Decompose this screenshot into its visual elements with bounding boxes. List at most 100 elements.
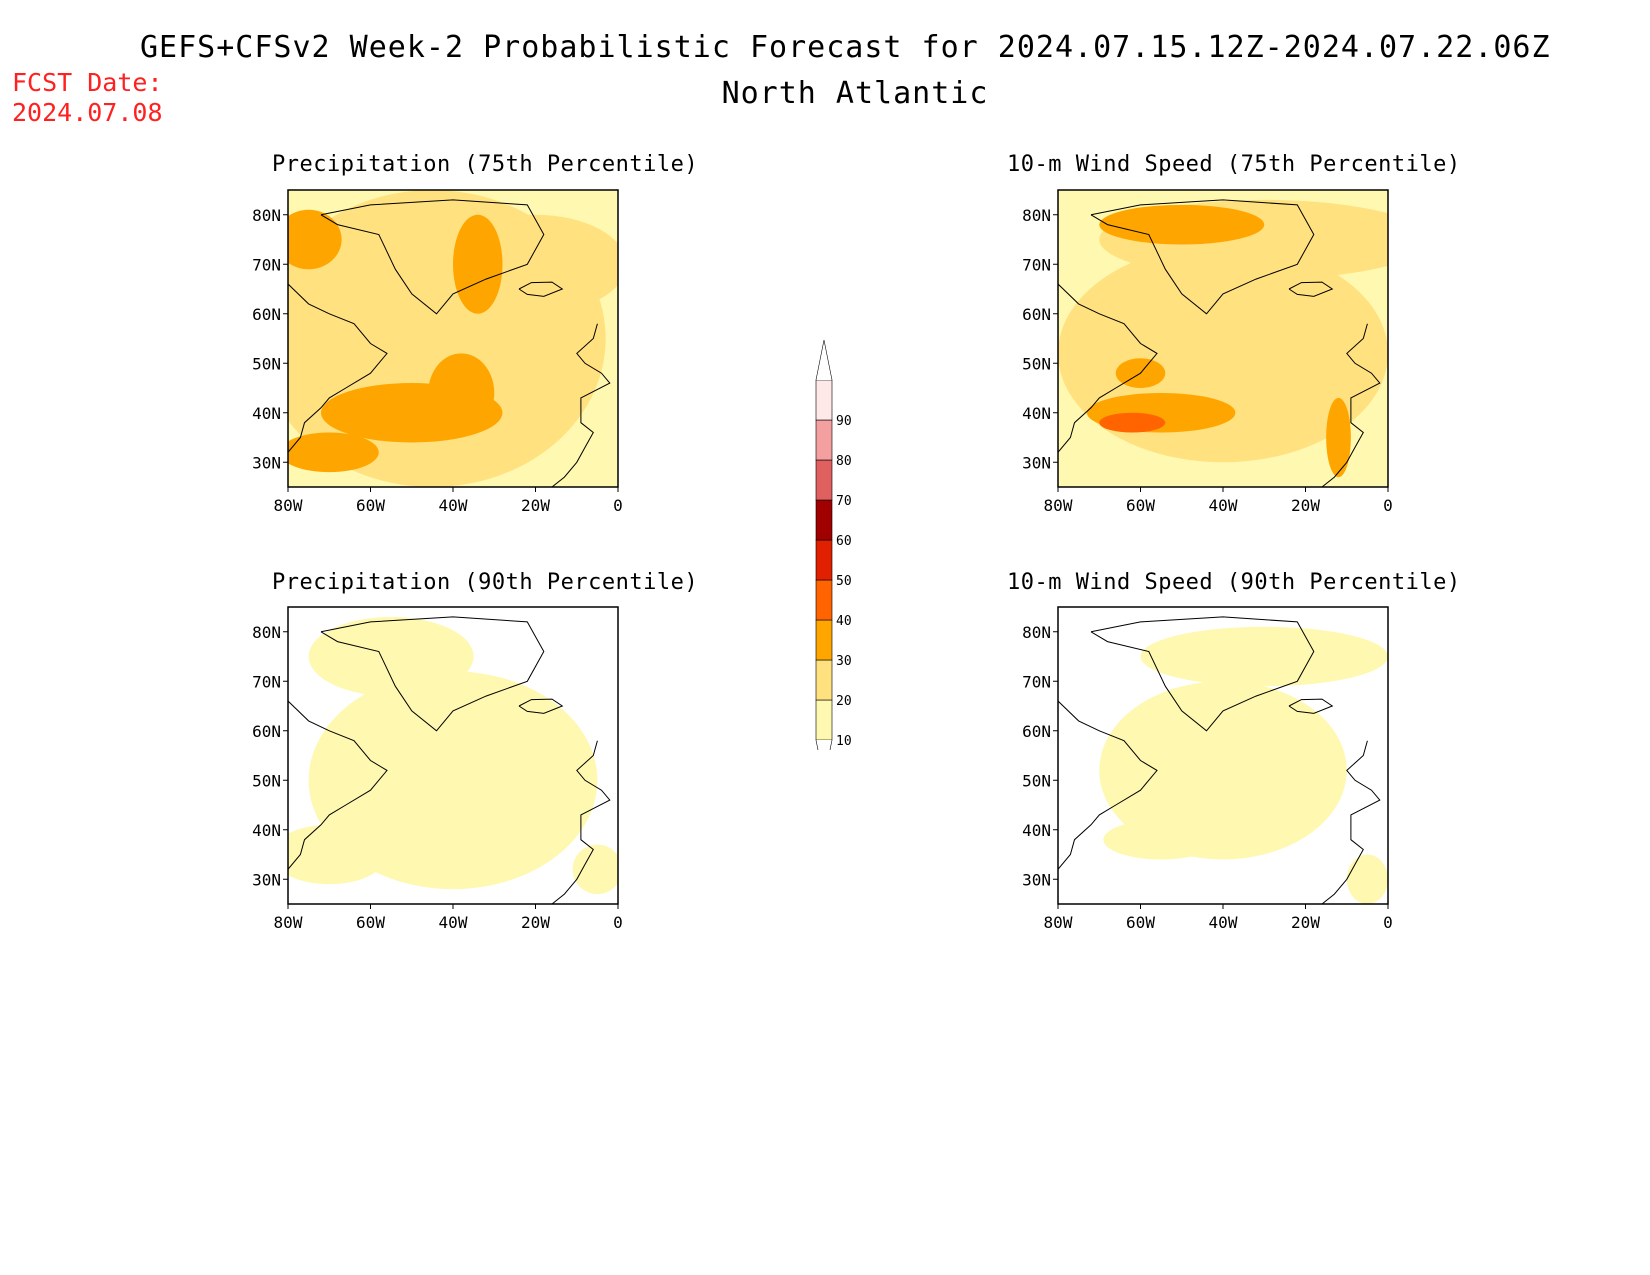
lat-tick-label: 30N bbox=[252, 870, 281, 889]
colorbar: 10 20 30 40 50 60 70 80 90 bbox=[815, 339, 852, 750]
shading-region bbox=[1140, 626, 1388, 687]
shading-region bbox=[288, 432, 379, 473]
lat-tick-label: 40N bbox=[1022, 404, 1051, 423]
lon-tick-label: 80W bbox=[274, 913, 303, 932]
shading-region bbox=[308, 671, 598, 890]
lon-tick-label: 20W bbox=[521, 913, 550, 932]
coastline bbox=[518, 698, 564, 714]
shading-region bbox=[1099, 412, 1166, 433]
lat-tick-label: 80N bbox=[252, 206, 281, 225]
lat-tick-label: 70N bbox=[252, 255, 281, 274]
lat-tick-label: 60N bbox=[1022, 305, 1051, 324]
colorbar-level-label: 50 bbox=[836, 574, 852, 589]
colorbar-swatch bbox=[815, 419, 833, 461]
lat-tick-label: 30N bbox=[1022, 453, 1051, 472]
map-wind-75: 80N 70N 60N 50N 40N 30N 80W 60W 40W 20W 0 bbox=[1022, 189, 1393, 515]
shading-region bbox=[1326, 397, 1351, 478]
coastline bbox=[320, 199, 545, 315]
colorbar-level-label: 30 bbox=[836, 654, 852, 669]
coastline bbox=[1058, 283, 1158, 455]
coastline bbox=[551, 740, 611, 904]
lon-tick-label: 40W bbox=[439, 913, 468, 932]
colorbar-level-label: 20 bbox=[836, 694, 852, 709]
coastline bbox=[1288, 698, 1334, 714]
coastline bbox=[288, 700, 388, 872]
forecast-date-label: FCST Date: bbox=[12, 68, 163, 97]
shading-layer bbox=[1058, 607, 1388, 904]
colorbar-swatch bbox=[815, 619, 833, 661]
lat-tick-label: 80N bbox=[252, 623, 281, 642]
shading-region bbox=[1103, 819, 1219, 860]
shading-region bbox=[1099, 204, 1265, 245]
panel-title-wind-90: 10-m Wind Speed (90th Percentile) bbox=[1007, 570, 1461, 595]
lon-tick-label: 40W bbox=[439, 496, 468, 515]
forecast-date-block: FCST Date: 2024.07.08 bbox=[12, 68, 163, 128]
lon-tick-label: 40W bbox=[1209, 913, 1238, 932]
lat-tick-label: 40N bbox=[1022, 821, 1051, 840]
colorbar-top-arrow bbox=[815, 339, 833, 381]
forecast-date-value: 2024.07.08 bbox=[12, 98, 163, 127]
lat-tick-label: 70N bbox=[1022, 255, 1051, 274]
map-precip-75: 80N 70N 60N 50N 40N 30N 80W 60W 40W 20W 0 bbox=[252, 189, 623, 515]
shading-region bbox=[288, 824, 387, 885]
panel-title-wind-75: 10-m Wind Speed (75th Percentile) bbox=[1007, 152, 1461, 177]
region-subtitle: North Atlantic bbox=[721, 76, 989, 111]
lat-tick-label: 50N bbox=[1022, 354, 1051, 373]
colorbar-level-label: 70 bbox=[836, 494, 852, 509]
panel-title-precip-75: Precipitation (75th Percentile) bbox=[272, 152, 699, 177]
shading-region bbox=[428, 353, 495, 433]
colorbar-swatch bbox=[815, 499, 833, 541]
lon-tick-label: 20W bbox=[521, 496, 550, 515]
lon-tick-label: 80W bbox=[274, 496, 303, 515]
lat-tick-label: 30N bbox=[252, 453, 281, 472]
lat-tick-label: 40N bbox=[252, 821, 281, 840]
shading-region bbox=[1346, 854, 1388, 904]
shading-layer bbox=[1058, 190, 1388, 487]
lat-tick-label: 60N bbox=[1022, 722, 1051, 741]
shading-layer bbox=[288, 607, 618, 904]
shading-region bbox=[288, 209, 342, 270]
shading-region bbox=[308, 616, 474, 697]
lat-tick-label: 50N bbox=[1022, 771, 1051, 790]
panel-title-precip-90: Precipitation (90th Percentile) bbox=[272, 570, 699, 595]
lat-tick-label: 60N bbox=[252, 722, 281, 741]
coastline bbox=[1090, 616, 1315, 732]
colorbar-level-label: 90 bbox=[836, 414, 852, 429]
lon-tick-label: 20W bbox=[1291, 496, 1320, 515]
lon-tick-label: 60W bbox=[1126, 496, 1155, 515]
lon-tick-label: 60W bbox=[356, 913, 385, 932]
coastline bbox=[1058, 700, 1158, 872]
lon-tick-label: 20W bbox=[1291, 913, 1320, 932]
lat-tick-label: 70N bbox=[1022, 672, 1051, 691]
map-precip-90: 80N 70N 60N 50N 40N 30N 80W 60W 40W 20W 0 bbox=[252, 606, 623, 932]
shading-layer bbox=[288, 190, 618, 487]
colorbar-bottom-arrow bbox=[815, 739, 833, 750]
map-wind-90: 80N 70N 60N 50N 40N 30N 80W 60W 40W 20W 0 bbox=[1022, 606, 1393, 932]
lat-tick-label: 60N bbox=[252, 305, 281, 324]
colorbar-swatch bbox=[815, 459, 833, 501]
colorbar-swatch bbox=[815, 539, 833, 581]
colorbar-level-label: 60 bbox=[836, 534, 852, 549]
lat-tick-label: 80N bbox=[1022, 206, 1051, 225]
lat-tick-label: 70N bbox=[252, 672, 281, 691]
lon-tick-label: 40W bbox=[1209, 496, 1238, 515]
colorbar-swatch bbox=[815, 379, 833, 421]
lon-tick-label: 0 bbox=[1383, 913, 1393, 932]
colorbar-swatch bbox=[815, 579, 833, 621]
lon-tick-label: 0 bbox=[1383, 496, 1393, 515]
lat-tick-label: 30N bbox=[1022, 870, 1051, 889]
colorbar-swatch bbox=[815, 699, 833, 741]
lon-tick-label: 80W bbox=[1044, 913, 1073, 932]
lat-tick-label: 40N bbox=[252, 404, 281, 423]
coastline bbox=[320, 616, 545, 732]
colorbar-level-label: 40 bbox=[836, 614, 852, 629]
coastline bbox=[551, 323, 611, 487]
coastline bbox=[1321, 323, 1381, 487]
shading-region bbox=[453, 214, 503, 314]
lon-tick-label: 60W bbox=[356, 496, 385, 515]
lon-tick-label: 60W bbox=[1126, 913, 1155, 932]
lon-tick-label: 80W bbox=[1044, 496, 1073, 515]
shading-region bbox=[1099, 681, 1347, 860]
colorbar-level-label: 80 bbox=[836, 454, 852, 469]
lon-tick-label: 0 bbox=[613, 913, 623, 932]
